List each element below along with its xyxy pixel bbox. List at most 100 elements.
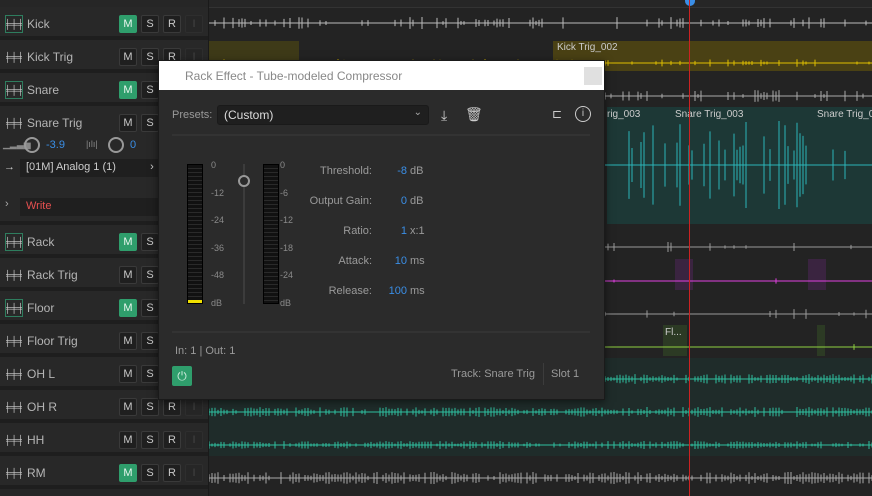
- solo-button[interactable]: S: [141, 15, 159, 33]
- input-monitor-button[interactable]: I: [185, 15, 203, 33]
- solo-button[interactable]: S: [141, 464, 159, 482]
- track-name[interactable]: Snare Trig: [27, 115, 83, 130]
- mute-button[interactable]: M: [119, 365, 137, 383]
- power-button[interactable]: ⏻: [172, 366, 192, 386]
- mute-button[interactable]: M: [119, 431, 137, 449]
- clip-rack-trig: [808, 259, 826, 290]
- input-monitor-button[interactable]: I: [185, 464, 203, 482]
- track-name[interactable]: OH L: [27, 366, 56, 381]
- waveform-icon[interactable]: ╪╪╪: [5, 269, 23, 280]
- solo-button[interactable]: S: [141, 233, 159, 251]
- param-value[interactable]: 100: [388, 285, 407, 297]
- track-name[interactable]: RM: [27, 465, 46, 480]
- clip-label-snare-trig-c: Snare Trig_0...: [817, 109, 872, 120]
- waveform-icon[interactable]: ╪╪╪: [5, 401, 23, 412]
- waveform-icon[interactable]: ╪╪╪: [5, 434, 23, 445]
- track-name[interactable]: Floor Trig: [27, 333, 78, 348]
- param-value[interactable]: 1: [400, 225, 407, 237]
- param-value[interactable]: 10: [394, 255, 407, 267]
- solo-button[interactable]: S: [141, 431, 159, 449]
- playhead-marker[interactable]: [685, 0, 695, 6]
- param-unit: ms: [410, 255, 425, 267]
- track-name[interactable]: Floor: [27, 300, 55, 315]
- mute-button[interactable]: M: [119, 398, 137, 416]
- save-preset-icon[interactable]: ⤓: [441, 107, 448, 123]
- mute-button[interactable]: M: [119, 233, 137, 251]
- mute-button[interactable]: M: [119, 299, 137, 317]
- track-name[interactable]: Rack Trig: [27, 267, 78, 282]
- waveform-icon[interactable]: ╪╪╪: [5, 368, 23, 379]
- input-monitor-button[interactable]: I: [185, 398, 203, 416]
- track-name[interactable]: Kick: [27, 16, 50, 31]
- meter-scale-label: dB: [211, 297, 223, 308]
- track-name[interactable]: Snare: [27, 82, 60, 97]
- volume-knob[interactable]: [24, 137, 40, 153]
- meter-scale-label: -48: [211, 270, 225, 280]
- input-gain-slider-handle[interactable]: [238, 175, 250, 187]
- waveform-icon[interactable]: ╪╪╪: [5, 117, 23, 128]
- solo-button[interactable]: S: [141, 332, 159, 350]
- mute-button[interactable]: M: [119, 266, 137, 284]
- record-button[interactable]: R: [163, 464, 181, 482]
- routing-icon[interactable]: ⊏: [552, 107, 563, 121]
- presets-dropdown[interactable]: (Custom) ⌄: [217, 105, 429, 125]
- chevron-right-icon[interactable]: ›: [5, 198, 9, 210]
- volume-value[interactable]: -3.9: [46, 139, 65, 151]
- solo-button[interactable]: S: [141, 398, 159, 416]
- input-gain-slider[interactable]: [243, 164, 245, 304]
- waveform-icon[interactable]: ╪╪╪: [5, 80, 23, 99]
- solo-button[interactable]: S: [141, 81, 159, 99]
- presets-label: Presets:: [172, 109, 213, 121]
- mute-button[interactable]: M: [119, 81, 137, 99]
- track-name[interactable]: Kick Trig: [27, 49, 74, 64]
- output-meter: [263, 164, 279, 304]
- solo-button[interactable]: S: [141, 266, 159, 284]
- input-select[interactable]: [01M] Analog 1 (1) ›: [20, 159, 158, 177]
- mute-button[interactable]: M: [119, 464, 137, 482]
- dialog-title-bar[interactable]: Rack Effect - Tube-modeled Compressor: [159, 61, 604, 90]
- waveform-icon[interactable]: ╪╪╪: [5, 335, 23, 346]
- clip-label-snare-trig-a: rig_003: [607, 109, 641, 120]
- record-button[interactable]: R: [163, 398, 181, 416]
- solo-button[interactable]: S: [141, 114, 159, 132]
- param-value[interactable]: -8: [397, 165, 407, 177]
- automation-mode-select[interactable]: Write: [20, 198, 158, 216]
- solo-button[interactable]: S: [141, 48, 159, 66]
- waveform-icon[interactable]: ╪╪╪: [5, 232, 23, 251]
- mute-button[interactable]: M: [119, 332, 137, 350]
- track-header: ╪╪╪ Rack M S: [0, 225, 208, 258]
- track-name[interactable]: HH: [27, 432, 45, 447]
- time-ruler[interactable]: [209, 0, 872, 8]
- solo-button[interactable]: S: [141, 365, 159, 383]
- mute-button[interactable]: M: [119, 15, 137, 33]
- waveform-icon[interactable]: ╪╪╪: [5, 51, 23, 62]
- meter-scale-label: -36: [211, 242, 225, 253]
- track-name[interactable]: OH R: [27, 399, 57, 414]
- track-name[interactable]: Rack: [27, 234, 55, 249]
- delete-preset-icon[interactable]: 🗑: [465, 106, 483, 122]
- waveform-icon[interactable]: ╪╪╪: [5, 14, 23, 33]
- waveform-icon[interactable]: ╪╪╪: [5, 467, 23, 478]
- record-button[interactable]: R: [163, 15, 181, 33]
- record-button[interactable]: R: [163, 431, 181, 449]
- playhead[interactable]: [689, 0, 690, 496]
- info-icon[interactable]: i: [575, 106, 591, 122]
- mute-button[interactable]: M: [119, 48, 137, 66]
- pan-knob[interactable]: [108, 137, 124, 153]
- pan-value[interactable]: 0: [130, 139, 137, 151]
- waveform-icon[interactable]: ╪╪╪: [5, 298, 23, 317]
- mute-button[interactable]: M: [119, 114, 137, 132]
- solo-button[interactable]: S: [141, 299, 159, 317]
- close-button[interactable]: [584, 67, 602, 85]
- divider: [172, 331, 590, 333]
- param-value[interactable]: 0: [400, 195, 407, 207]
- input-monitor-button[interactable]: I: [185, 431, 203, 449]
- track-header: ╪╪╪ Floor Trig M S: [0, 324, 208, 357]
- param-label: Release:: [328, 285, 372, 297]
